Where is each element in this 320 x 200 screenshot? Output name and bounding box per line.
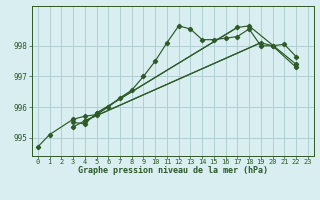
X-axis label: Graphe pression niveau de la mer (hPa): Graphe pression niveau de la mer (hPa) bbox=[78, 166, 268, 175]
